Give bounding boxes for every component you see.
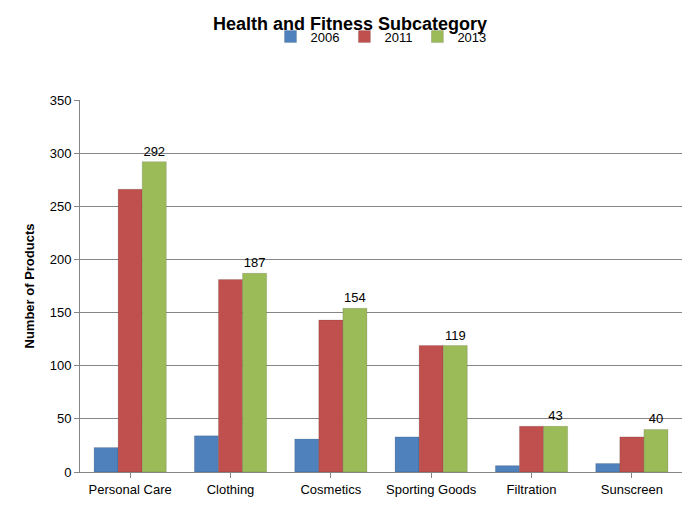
svg-text:119: 119 — [445, 328, 466, 343]
svg-text:43: 43 — [548, 408, 562, 423]
svg-text:0: 0 — [64, 465, 71, 480]
svg-text:150: 150 — [50, 305, 72, 320]
svg-text:2006: 2006 — [311, 30, 340, 45]
svg-text:Filtration: Filtration — [507, 482, 557, 497]
svg-text:300: 300 — [50, 146, 72, 161]
svg-text:Number of Products: Number of Products — [22, 224, 37, 349]
svg-text:350: 350 — [50, 93, 72, 108]
svg-text:Clothing: Clothing — [207, 482, 255, 497]
svg-text:250: 250 — [50, 199, 72, 214]
svg-text:2011: 2011 — [384, 30, 412, 45]
svg-text:Personal Care: Personal Care — [89, 482, 172, 497]
svg-text:187: 187 — [244, 255, 266, 270]
svg-text:Cosmetics: Cosmetics — [300, 482, 361, 497]
svg-text:Sunscreen: Sunscreen — [601, 482, 663, 497]
svg-text:Health and Fitness Subcategory: Health and Fitness Subcategory — [213, 14, 487, 34]
svg-text:100: 100 — [50, 358, 72, 373]
svg-text:50: 50 — [57, 411, 71, 426]
svg-text:40: 40 — [649, 411, 663, 426]
svg-text:292: 292 — [143, 144, 165, 159]
svg-text:Sporting Goods: Sporting Goods — [386, 482, 477, 497]
svg-text:2013: 2013 — [457, 30, 486, 45]
svg-text:154: 154 — [344, 290, 366, 305]
svg-text:200: 200 — [50, 252, 72, 267]
